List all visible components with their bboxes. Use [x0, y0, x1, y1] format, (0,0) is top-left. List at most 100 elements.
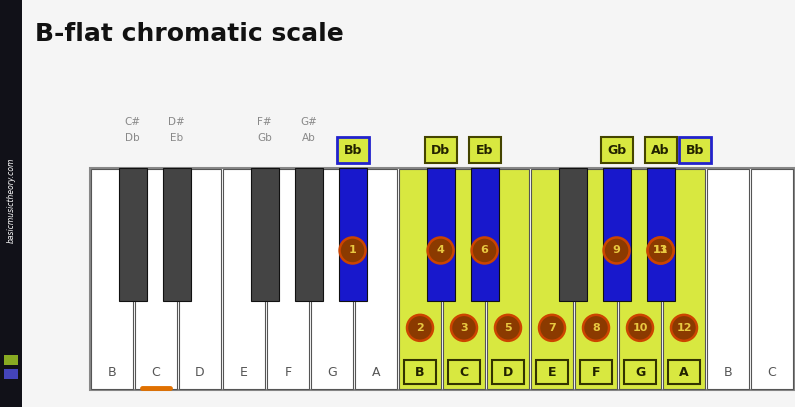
- Bar: [427, 168, 455, 301]
- Circle shape: [407, 315, 433, 341]
- Text: Bb: Bb: [685, 144, 704, 157]
- Text: 13: 13: [653, 245, 669, 256]
- Bar: [295, 168, 323, 301]
- Text: D#: D#: [169, 117, 185, 127]
- Bar: [250, 168, 278, 301]
- Bar: [339, 168, 366, 301]
- Text: A: A: [679, 365, 688, 379]
- Bar: [355, 169, 397, 389]
- Circle shape: [339, 237, 366, 263]
- Text: B: B: [415, 365, 425, 379]
- Bar: [645, 137, 677, 163]
- Circle shape: [539, 315, 565, 341]
- Circle shape: [648, 237, 673, 263]
- Text: 8: 8: [592, 323, 600, 333]
- Bar: [404, 360, 436, 384]
- Bar: [492, 360, 524, 384]
- Bar: [668, 360, 700, 384]
- Bar: [425, 137, 456, 163]
- Text: F: F: [285, 365, 292, 379]
- Text: 7: 7: [548, 323, 556, 333]
- Text: A: A: [372, 365, 380, 379]
- Text: C#: C#: [125, 117, 141, 127]
- Bar: [600, 137, 633, 163]
- Bar: [163, 168, 191, 301]
- Text: 10: 10: [632, 323, 648, 333]
- Text: F#: F#: [258, 117, 272, 127]
- Bar: [751, 169, 793, 389]
- Text: Eb: Eb: [170, 133, 183, 143]
- Bar: [4, 355, 18, 365]
- Circle shape: [603, 237, 630, 263]
- Bar: [223, 169, 265, 389]
- Bar: [707, 169, 749, 389]
- Bar: [531, 169, 573, 389]
- Text: B: B: [723, 365, 732, 379]
- Circle shape: [451, 315, 477, 341]
- Text: C: C: [768, 365, 777, 379]
- Text: 1: 1: [349, 245, 356, 256]
- Text: 4: 4: [436, 245, 444, 256]
- Bar: [580, 360, 612, 384]
- Bar: [443, 169, 485, 389]
- Bar: [399, 169, 441, 389]
- Text: Bb: Bb: [343, 144, 362, 157]
- Bar: [679, 137, 711, 163]
- Text: Db: Db: [126, 133, 140, 143]
- Text: 2: 2: [416, 323, 424, 333]
- Bar: [663, 169, 705, 389]
- Bar: [624, 360, 656, 384]
- Text: C: C: [460, 365, 468, 379]
- Text: E: E: [240, 365, 248, 379]
- Text: Ab: Ab: [651, 144, 670, 157]
- Text: G: G: [635, 365, 645, 379]
- Text: basicmusictheory.com: basicmusictheory.com: [6, 158, 15, 243]
- Bar: [0, 0, 22, 407]
- Text: Gb: Gb: [607, 144, 626, 157]
- Text: B: B: [107, 365, 116, 379]
- Circle shape: [648, 237, 673, 263]
- Circle shape: [428, 237, 454, 263]
- Text: E: E: [548, 365, 556, 379]
- Circle shape: [671, 315, 697, 341]
- Text: B-flat chromatic scale: B-flat chromatic scale: [35, 22, 343, 46]
- Circle shape: [495, 315, 521, 341]
- Text: D: D: [196, 365, 205, 379]
- Bar: [118, 168, 146, 301]
- Bar: [487, 169, 529, 389]
- Text: 12: 12: [677, 323, 692, 333]
- Bar: [471, 168, 498, 301]
- Bar: [448, 360, 480, 384]
- Text: 9: 9: [613, 245, 621, 256]
- Text: Eb: Eb: [476, 144, 493, 157]
- Bar: [311, 169, 353, 389]
- Circle shape: [627, 315, 653, 341]
- Bar: [646, 168, 675, 301]
- Text: Db: Db: [431, 144, 450, 157]
- Text: Gb: Gb: [258, 133, 272, 143]
- Bar: [468, 137, 501, 163]
- Bar: [536, 360, 568, 384]
- Bar: [179, 169, 221, 389]
- Circle shape: [471, 237, 498, 263]
- Bar: [267, 169, 309, 389]
- Text: Ab: Ab: [302, 133, 316, 143]
- Text: 5: 5: [504, 323, 512, 333]
- Text: 6: 6: [481, 245, 489, 256]
- Text: F: F: [591, 365, 600, 379]
- Circle shape: [583, 315, 609, 341]
- Bar: [90, 168, 794, 390]
- Bar: [91, 169, 133, 389]
- Bar: [603, 168, 630, 301]
- Bar: [135, 169, 177, 389]
- Text: D: D: [503, 365, 513, 379]
- Text: C: C: [152, 365, 161, 379]
- Text: G#: G#: [301, 117, 317, 127]
- Bar: [336, 137, 369, 163]
- Text: 3: 3: [460, 323, 467, 333]
- Bar: [575, 169, 617, 389]
- Bar: [619, 169, 661, 389]
- Text: G: G: [327, 365, 337, 379]
- Bar: [4, 369, 18, 379]
- Bar: [559, 168, 587, 301]
